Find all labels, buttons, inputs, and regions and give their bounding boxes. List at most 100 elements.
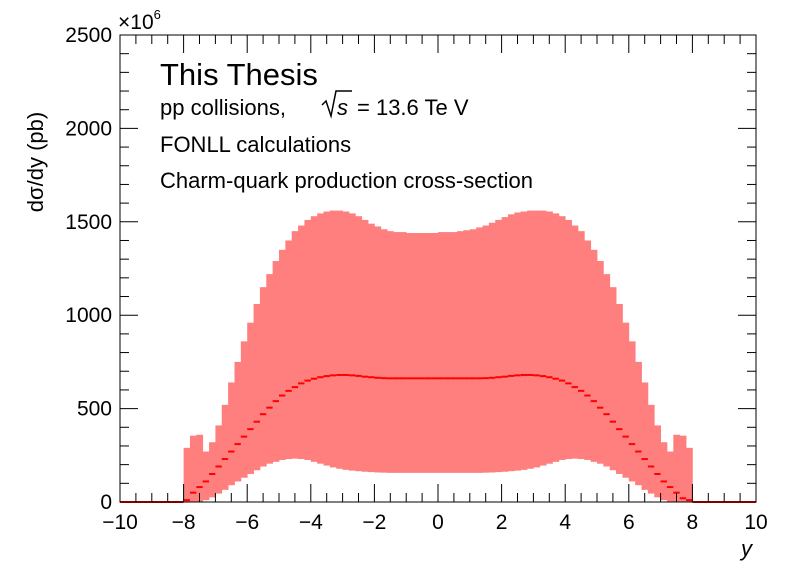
- annotation-process: Charm-quark production cross-section: [160, 168, 533, 193]
- band-bin: [527, 210, 534, 469]
- band-bin: [603, 274, 611, 467]
- y-axis-title: dσ/dy (pb): [23, 112, 48, 212]
- band-bin: [488, 222, 496, 473]
- x-tick-label: 6: [623, 511, 635, 534]
- band-bin: [317, 213, 324, 464]
- band-bin: [520, 211, 528, 470]
- x-tick-label: 0: [432, 511, 444, 534]
- band-bin: [374, 226, 382, 473]
- y-tick-label: 1500: [65, 211, 112, 234]
- band-bin: [552, 213, 560, 462]
- band-bin: [463, 230, 471, 473]
- band-bin: [577, 231, 585, 460]
- y-tick-label: 1000: [65, 304, 112, 327]
- band-bin: [469, 229, 477, 473]
- band-bin: [183, 447, 191, 502]
- band-bin: [673, 434, 681, 502]
- y-axis-ticks: 0 500 1000 1500 2000 2500: [65, 24, 756, 514]
- x-axis-title: y: [739, 536, 754, 561]
- band-bin: [361, 219, 369, 472]
- band-bin: [189, 435, 197, 502]
- band-bin: [387, 231, 394, 473]
- x-tick-label: 10: [744, 511, 767, 534]
- band-bin: [660, 442, 668, 501]
- band-bin: [209, 442, 216, 498]
- band-bin: [342, 211, 350, 470]
- band-bin: [380, 229, 388, 473]
- band-bin: [310, 216, 318, 462]
- band-bin: [221, 404, 229, 490]
- band-bin: [399, 232, 407, 473]
- band-bin: [482, 225, 490, 473]
- band-bin: [393, 232, 401, 473]
- band-bin: [336, 210, 343, 469]
- band-bin: [438, 232, 445, 473]
- band-bin: [647, 404, 655, 494]
- band-bin: [635, 361, 642, 486]
- band-bin: [202, 451, 210, 501]
- band-bin: [571, 225, 579, 459]
- band-bin: [609, 287, 617, 471]
- band-bin: [444, 232, 452, 473]
- band-bin: [501, 217, 509, 472]
- x-tick-label: −4: [299, 511, 323, 534]
- band-bin: [406, 233, 413, 473]
- band-bin: [266, 274, 274, 464]
- band-bin: [533, 210, 541, 468]
- band-bin: [686, 447, 693, 502]
- band-bin: [622, 322, 630, 478]
- band-bin: [616, 303, 623, 474]
- band-bin: [329, 210, 337, 468]
- band-bin: [259, 287, 267, 467]
- band-bin: [215, 425, 223, 494]
- band-bin: [298, 225, 305, 460]
- band-bin: [584, 240, 592, 460]
- annotation-collisions: pp collisions,: [160, 95, 286, 120]
- band-bin: [285, 240, 293, 460]
- band-bin: [234, 361, 242, 482]
- band-bin: [507, 214, 515, 472]
- annotation-collisions-prefix: pp collisions,: [160, 95, 286, 120]
- band-bin: [253, 303, 261, 471]
- band-bin: [247, 322, 254, 474]
- band-bin: [323, 211, 331, 466]
- uncertainty-band: [183, 210, 693, 502]
- band-bin: [272, 261, 280, 462]
- band-bin: [495, 219, 502, 473]
- band-bin: [304, 219, 312, 460]
- annotation-energy: = 13.6 Te V: [357, 95, 469, 120]
- y-tick-label: 2000: [65, 117, 112, 140]
- band-bin: [240, 341, 248, 478]
- y-multiplier-exponent: 6: [154, 7, 161, 22]
- band-bin: [476, 227, 483, 473]
- band-bin: [590, 249, 598, 462]
- band-bin: [228, 382, 235, 486]
- band-bin: [514, 212, 522, 471]
- annotation-fonll: FONLL calculations: [160, 132, 351, 157]
- band-bin: [412, 233, 420, 473]
- x-tick-label: 2: [496, 511, 508, 534]
- band-bin: [546, 211, 553, 464]
- y-tick-label: 2500: [65, 24, 112, 47]
- band-bin: [679, 435, 687, 502]
- annotation-title: This Thesis: [160, 57, 318, 92]
- y-tick-label: 0: [100, 491, 112, 514]
- x-tick-label: 4: [559, 511, 571, 534]
- band-bin: [291, 231, 299, 459]
- x-axis-ticks: −10 −8 −6 −4 −2 0 2 4 6 8 10: [102, 35, 768, 534]
- band-bin: [558, 216, 566, 460]
- band-bin: [539, 210, 547, 466]
- band-bin: [368, 223, 375, 473]
- x-tick-label: −6: [235, 511, 259, 534]
- band-bin: [355, 216, 363, 472]
- band-bin: [196, 434, 204, 502]
- band-bin: [565, 219, 572, 460]
- y-axis-multiplier: ×106: [118, 7, 161, 34]
- band-bin: [597, 261, 604, 464]
- annotation-sqrt-s: s: [337, 95, 348, 120]
- band-bin: [450, 232, 458, 473]
- band-bin: [628, 341, 636, 482]
- x-tick-label: −2: [362, 511, 386, 534]
- band-bin: [457, 231, 464, 473]
